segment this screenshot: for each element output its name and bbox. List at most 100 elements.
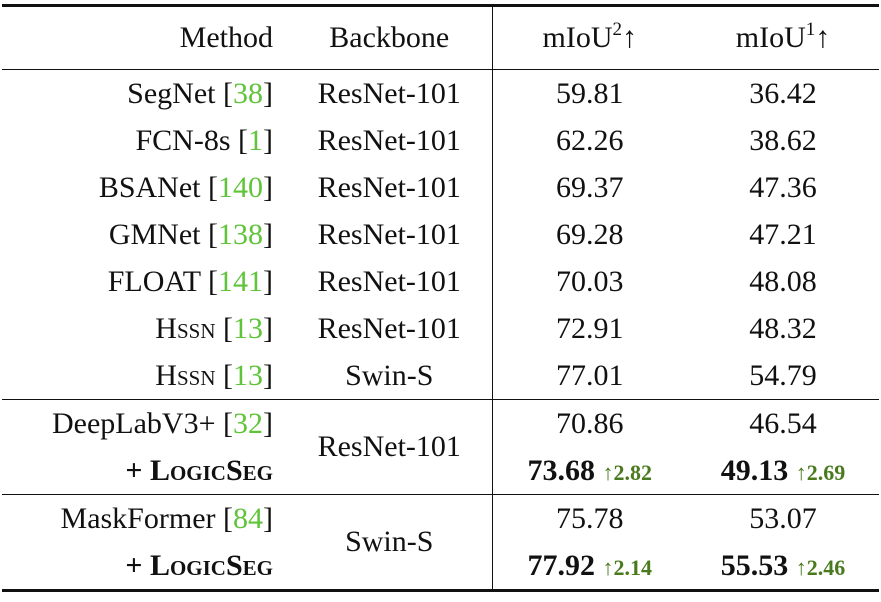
value: 54.79 — [749, 358, 817, 392]
value-cell: 70.03 — [491, 258, 687, 305]
value: 72.91 — [556, 311, 624, 345]
citation: 13 — [233, 358, 263, 392]
method-text: ] — [263, 264, 273, 298]
method-cell: BSANet [140] — [2, 164, 287, 211]
table-row: BSANet [140] ResNet-101 69.37 47.36 — [2, 164, 879, 211]
method-cell: FLOAT [141] — [2, 258, 287, 305]
value: 49.13 — [720, 453, 789, 487]
method-text: ] — [263, 76, 273, 110]
method-text: Hssn — [155, 358, 216, 392]
delta: ↑2.14 — [602, 554, 653, 580]
method-cell: + LogicSeg — [2, 542, 287, 591]
results-table: Method Backbone mIoU2↑ mIoU1↑ SegNet [38… — [2, 4, 879, 592]
method-cell: MaskFormer [84] — [2, 495, 287, 543]
citation: 138 — [218, 217, 263, 251]
value-cell: 48.32 — [687, 305, 879, 352]
header-text: mIoU — [542, 21, 613, 54]
value: 69.28 — [556, 217, 624, 251]
method-text: + LogicSeg — [125, 548, 273, 582]
method-text: ] — [263, 358, 273, 392]
method-text: ] — [263, 217, 273, 251]
value: 75.78 — [556, 501, 624, 535]
table-row: SegNet [38] ResNet-101 59.81 36.42 — [2, 69, 879, 118]
method-text: DeepLabV3+ — [51, 406, 216, 440]
backbone-cell: ResNet-101 — [317, 217, 461, 251]
value: 48.08 — [749, 264, 817, 298]
value-cell: 75.78 — [491, 494, 687, 542]
value-cell: 36.42 — [687, 70, 879, 118]
citation: 84 — [233, 501, 263, 535]
value: 38.62 — [749, 123, 817, 157]
value: 77.92 — [527, 548, 596, 582]
header-arrow: ↑ — [815, 21, 831, 54]
method-text: [ — [215, 358, 233, 392]
table-row: + LogicSeg 73.68 ↑2.82 49.13 ↑2.69 — [2, 447, 879, 495]
method-cell: Hssn [13] — [2, 305, 287, 352]
method-text: [ — [215, 406, 233, 440]
table-row: Hssn [13] ResNet-101 72.91 48.32 — [2, 305, 879, 352]
table-row: MaskFormer [84] Swin-S 75.78 53.07 — [2, 494, 879, 558]
value: 46.54 — [749, 406, 817, 440]
backbone-cell: ResNet-101 — [317, 311, 461, 345]
method-text: + LogicSeg — [125, 453, 273, 487]
value-cell: 69.37 — [491, 164, 687, 211]
value-cell: 77.01 — [491, 352, 687, 400]
citation: 13 — [233, 311, 263, 345]
value: 36.42 — [749, 76, 817, 110]
method-cell: Hssn [13] — [2, 352, 287, 400]
table-row: Hssn [13] Swin-S 77.01 54.79 — [2, 352, 879, 400]
header-cell: mIoU1↑ — [687, 6, 879, 70]
method-cell: + LogicSeg — [2, 447, 287, 495]
delta: ↑2.46 — [795, 554, 846, 580]
value: 53.07 — [749, 501, 817, 535]
method-text: ] — [263, 311, 273, 345]
method-text: Hssn — [155, 311, 216, 345]
header-cell: Backbone — [329, 21, 450, 54]
header-row: Method Backbone mIoU2↑ mIoU1↑ — [2, 5, 879, 70]
value: 48.32 — [749, 311, 817, 345]
backbone-cell: ResNet-101 — [317, 76, 461, 110]
value-cell: 55.53 ↑2.46 — [687, 542, 879, 591]
method-text: MaskFormer — [60, 501, 216, 535]
value-cell: 73.68 ↑2.82 — [491, 447, 687, 495]
method-text: [ — [215, 501, 233, 535]
method-text: ] — [263, 170, 273, 204]
value-cell: 72.91 — [491, 305, 687, 352]
page: {"table":{ "header":{"method":"Method","… — [0, 4, 881, 602]
citation: 141 — [218, 264, 263, 298]
value: 73.68 — [527, 453, 596, 487]
value: 77.01 — [556, 358, 624, 392]
value: 69.37 — [556, 170, 624, 204]
backbone-cell: ResNet-101 — [317, 123, 461, 157]
method-text: [ — [215, 311, 233, 345]
value-cell: 47.36 — [687, 164, 879, 211]
method-cell: DeepLabV3+ [32] — [2, 400, 287, 448]
delta: ↑2.69 — [795, 459, 846, 485]
value-cell: 46.54 — [687, 400, 879, 448]
value-cell: 49.13 ↑2.69 — [687, 447, 879, 495]
value: 47.21 — [749, 217, 817, 251]
row-group: DeepLabV3+ [32] ResNet-101 70.86 46.54 + Log… — [2, 399, 879, 495]
backbone-cell: Swin-S — [345, 525, 434, 558]
value-cell: 54.79 — [687, 352, 879, 400]
method-text: FCN-8s — [135, 123, 231, 157]
method-text: ] — [263, 501, 273, 535]
value-cell: 38.62 — [687, 117, 879, 164]
citation: 1 — [248, 123, 263, 157]
backbone-cell: ResNet-101 — [317, 264, 461, 298]
backbone-cell: Swin-S — [345, 358, 434, 392]
method-text: SegNet — [127, 76, 216, 110]
method-cell: FCN-8s [1] — [2, 117, 287, 164]
value-cell: 53.07 — [687, 495, 879, 543]
method-text: [ — [200, 264, 218, 298]
table-row: FLOAT [141] ResNet-101 70.03 48.08 — [2, 258, 879, 305]
value: 59.81 — [556, 76, 624, 110]
method-text: [ — [230, 123, 248, 157]
method-text: GMNet — [108, 217, 201, 251]
method-text: BSANet — [98, 170, 201, 204]
value: 62.26 — [556, 123, 624, 157]
value-cell: 47.21 — [687, 211, 879, 258]
value-cell: 62.26 — [491, 117, 687, 164]
row-group: SegNet [38] ResNet-101 59.81 36.42 FCN-8s [1… — [2, 69, 879, 400]
value-cell: 69.28 — [491, 211, 687, 258]
